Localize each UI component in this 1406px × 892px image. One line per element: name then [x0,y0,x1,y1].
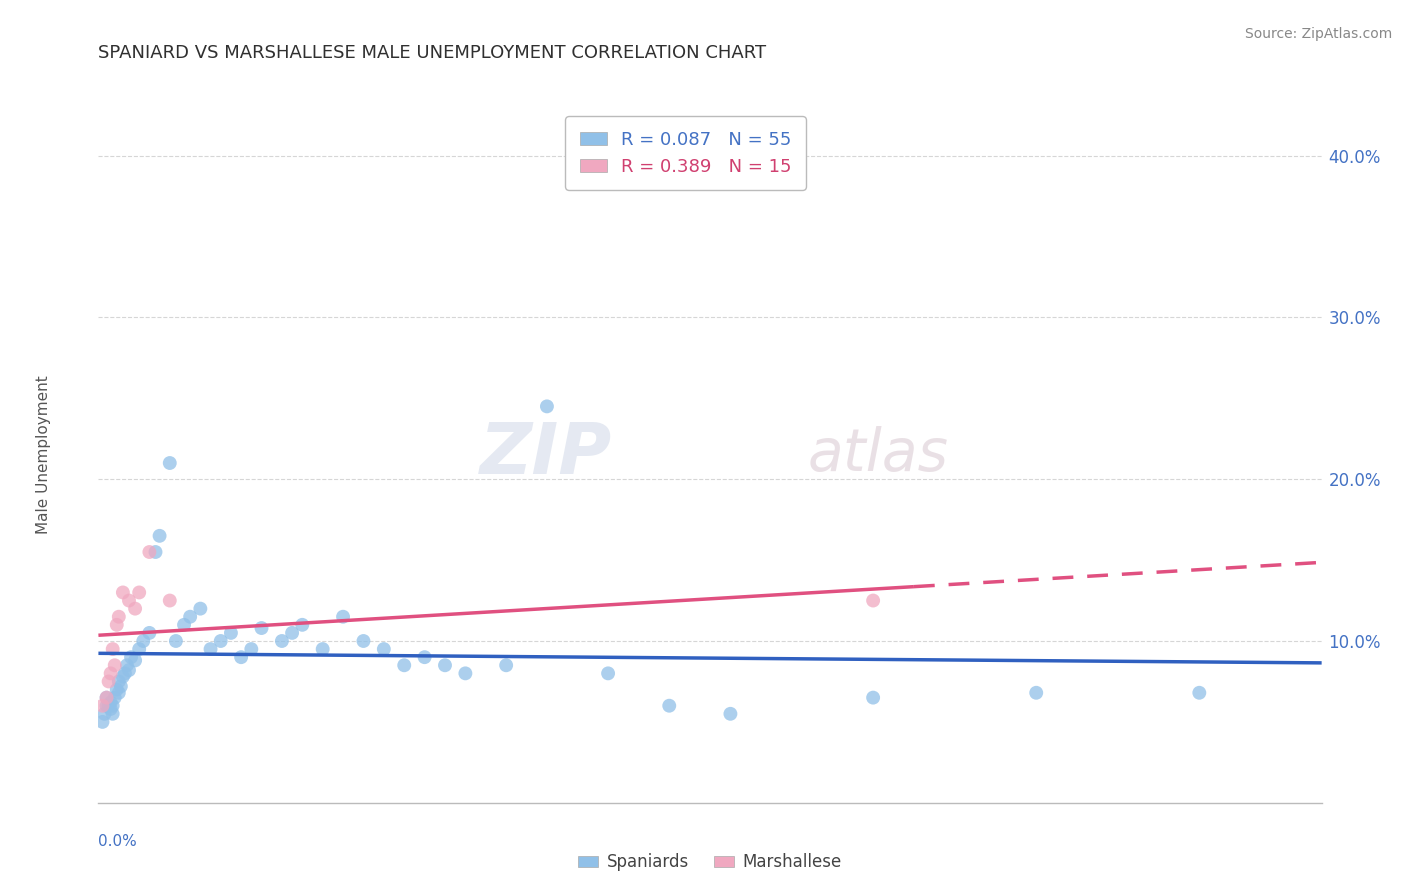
Point [91,698,114,713]
Point [132,634,155,648]
Point [413,650,436,665]
Point [332,609,354,624]
Point [118,663,141,677]
Point [124,653,146,667]
Text: ZIP: ZIP [479,420,612,490]
Point [101,642,124,657]
Point [105,682,128,697]
Point [105,617,128,632]
Point [270,634,294,648]
Point [115,658,138,673]
Point [159,593,181,607]
Point [495,658,517,673]
Point [165,634,187,648]
Point [108,609,131,624]
Point [536,400,558,414]
Point [250,621,273,635]
Legend: Spaniards, Marshallese: Spaniards, Marshallese [572,847,848,878]
Point [219,626,242,640]
Point [93,706,115,721]
Point [454,666,477,681]
Point [124,601,146,615]
Point [111,670,134,684]
Point [1025,686,1047,700]
Point [862,593,884,607]
Point [97,674,120,689]
Point [97,698,120,713]
Point [373,642,395,657]
Point [128,642,150,657]
Point [120,650,142,665]
Text: 0.0%: 0.0% [98,834,138,849]
Point [312,642,335,657]
Point [598,666,620,681]
Text: atlas: atlas [808,426,949,483]
Point [100,696,122,710]
Point [658,698,681,713]
Text: Male Unemployment: Male Unemployment [37,376,51,534]
Point [101,698,124,713]
Point [200,642,222,657]
Point [96,690,118,705]
Point [434,658,457,673]
Point [104,690,127,705]
Point [138,545,160,559]
Point [108,674,131,689]
Point [100,702,122,716]
Point [1188,686,1211,700]
Point [114,666,136,681]
Text: Source: ZipAtlas.com: Source: ZipAtlas.com [1244,27,1392,41]
Point [291,617,314,632]
Point [179,609,201,624]
Point [392,658,416,673]
Point [100,666,122,681]
Point [720,706,742,721]
Point [118,593,141,607]
Point [149,529,172,543]
Point [111,585,134,599]
Point [209,634,232,648]
Point [138,626,160,640]
Point [110,679,132,693]
Point [159,456,181,470]
Point [188,601,212,615]
Point [96,690,118,705]
Point [108,686,131,700]
Text: SPANIARD VS MARSHALLESE MALE UNEMPLOYMENT CORRELATION CHART: SPANIARD VS MARSHALLESE MALE UNEMPLOYMEN… [98,45,766,62]
Point [173,617,195,632]
Point [231,650,253,665]
Point [145,545,167,559]
Point [862,690,884,705]
Point [91,714,114,729]
Point [128,585,150,599]
Point [104,658,127,673]
Point [101,706,124,721]
Point [240,642,263,657]
Point [281,626,304,640]
Point [352,634,374,648]
Point [96,698,118,713]
